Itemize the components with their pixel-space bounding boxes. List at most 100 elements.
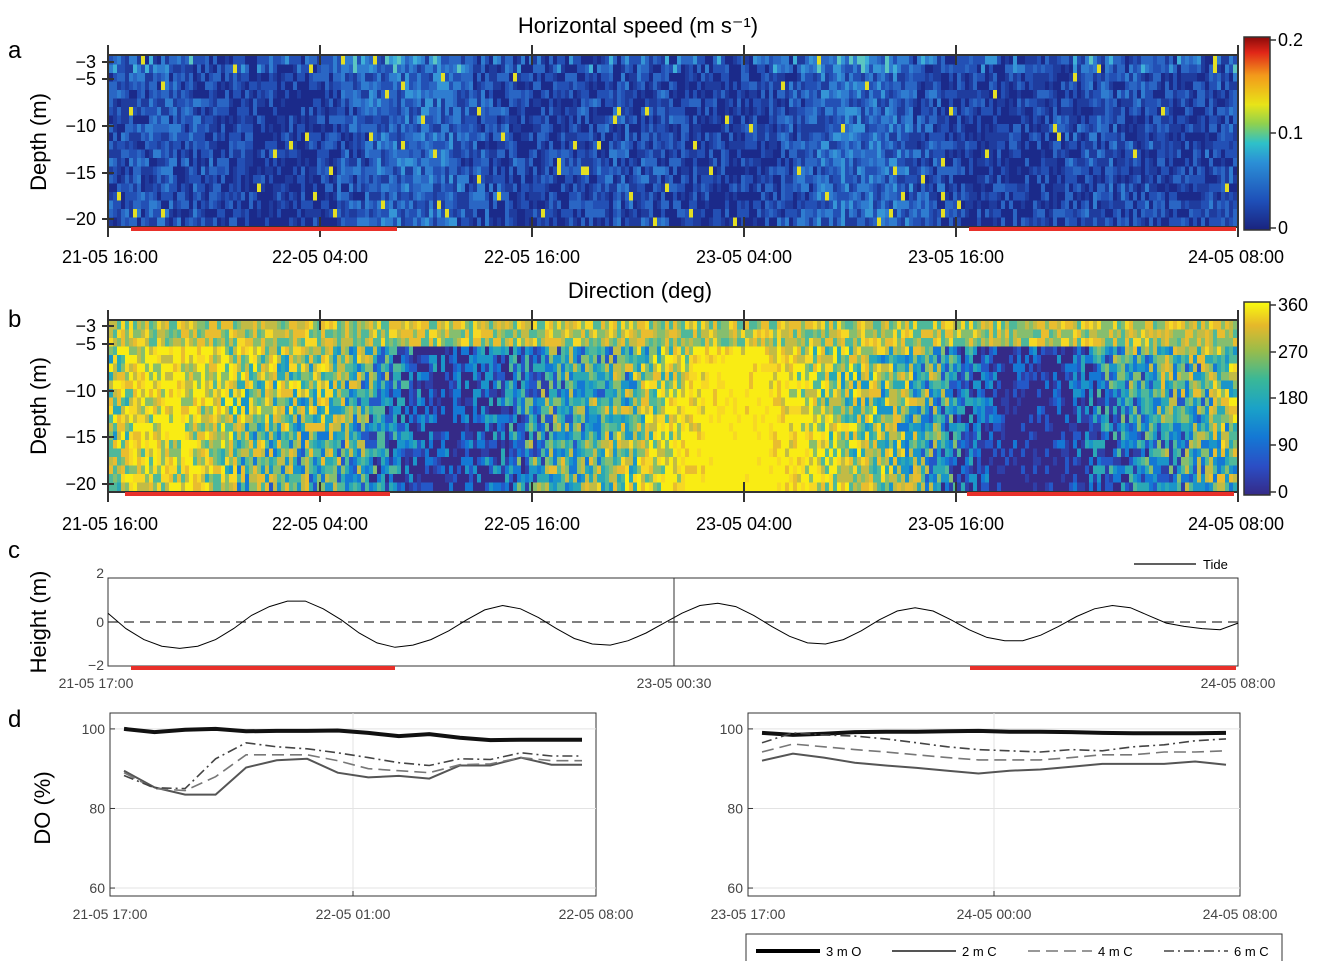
speed-cell [1065,217,1070,227]
speed-cell [693,158,698,167]
speed-cell [653,209,658,218]
speed-cell [1105,98,1110,108]
speed-cell [637,98,642,108]
speed-cell [417,192,422,201]
speed-cell [845,90,850,99]
speed-cell [1065,56,1070,65]
speed-cell [781,192,786,201]
speed-cell [769,192,774,201]
speed-cell [789,200,794,210]
speed-cell [1017,149,1022,159]
speed-cell [753,192,758,201]
speed-cell [621,217,626,227]
speed-cell [125,132,130,142]
speed-cell [309,158,314,167]
speed-cell [305,81,310,91]
speed-cell [377,107,382,116]
speed-cell [413,149,418,159]
speed-cell [545,175,550,184]
speed-cell [309,107,314,116]
speed-cell [789,183,794,193]
speed-cell [165,166,170,176]
speed-cell [133,73,138,82]
speed-cell [573,175,578,184]
speed-cell [1081,90,1086,99]
speed-cell [417,81,422,91]
speed-cell [1033,107,1038,116]
speed-cell [881,73,886,82]
speed-cell [285,149,290,159]
speed-cell [705,209,710,218]
speed-cell [1053,175,1058,184]
speed-cell [321,175,326,184]
speed-cell [465,56,470,65]
speed-cell [353,90,358,99]
speed-cell [241,98,246,108]
speed-cell [821,81,826,91]
speed-cell [993,158,998,167]
speed-cell [197,200,202,210]
speed-cell [237,141,242,150]
speed-cell [253,90,258,99]
speed-cell [805,149,810,159]
speed-cell [117,175,122,184]
speed-cell [541,132,546,142]
speed-cell [561,81,566,91]
speed-cell [1045,98,1050,108]
speed-cell [849,56,854,65]
speed-cell [1025,192,1030,201]
speed-cell [1009,107,1014,116]
speed-cell [917,166,922,176]
speed-cell [769,98,774,108]
speed-cell [817,183,822,193]
speed-cell [333,124,338,133]
speed-cell [925,200,930,210]
speed-cell [265,141,270,150]
speed-cell [253,141,258,150]
speed-cell [933,56,938,65]
speed-cell [1097,124,1102,133]
speed-cell [453,209,458,218]
speed-cell [813,64,818,74]
speed-cell [313,141,318,150]
speed-cell [857,98,862,108]
speed-cell [801,98,806,108]
speed-cell [585,141,590,150]
speed-cell [597,158,602,167]
speed-cell [189,98,194,108]
speed-cell [549,175,554,184]
speed-cell [697,132,702,142]
speed-cell [261,132,266,142]
speed-cell [685,73,690,82]
speed-cell [117,183,122,193]
speed-cell [529,175,534,184]
speed-cell [741,73,746,82]
speed-cell [137,56,142,65]
speed-cell [213,141,218,150]
speed-cell [1033,98,1038,108]
speed-cell [913,166,918,176]
speed-cell [997,73,1002,82]
speed-cell [869,158,874,167]
speed-cell [1105,132,1110,142]
speed-cell [909,115,914,125]
speed-cell [1017,141,1022,150]
speed-cell [905,64,910,74]
speed-cell [313,209,318,218]
speed-cell [533,209,538,218]
speed-cell [897,141,902,150]
speed-cell [193,115,198,125]
speed-cell [161,107,166,116]
speed-cell [869,98,874,108]
speed-cell [725,124,730,133]
speed-cell [169,158,174,167]
speed-cell [649,107,654,116]
speed-cell [249,166,254,176]
speed-cell [461,56,466,65]
speed-cell [265,200,270,210]
speed-cell [829,141,834,150]
speed-cell [173,124,178,133]
speed-cell [497,217,502,227]
speed-cell [729,192,734,201]
speed-cell [969,166,974,176]
